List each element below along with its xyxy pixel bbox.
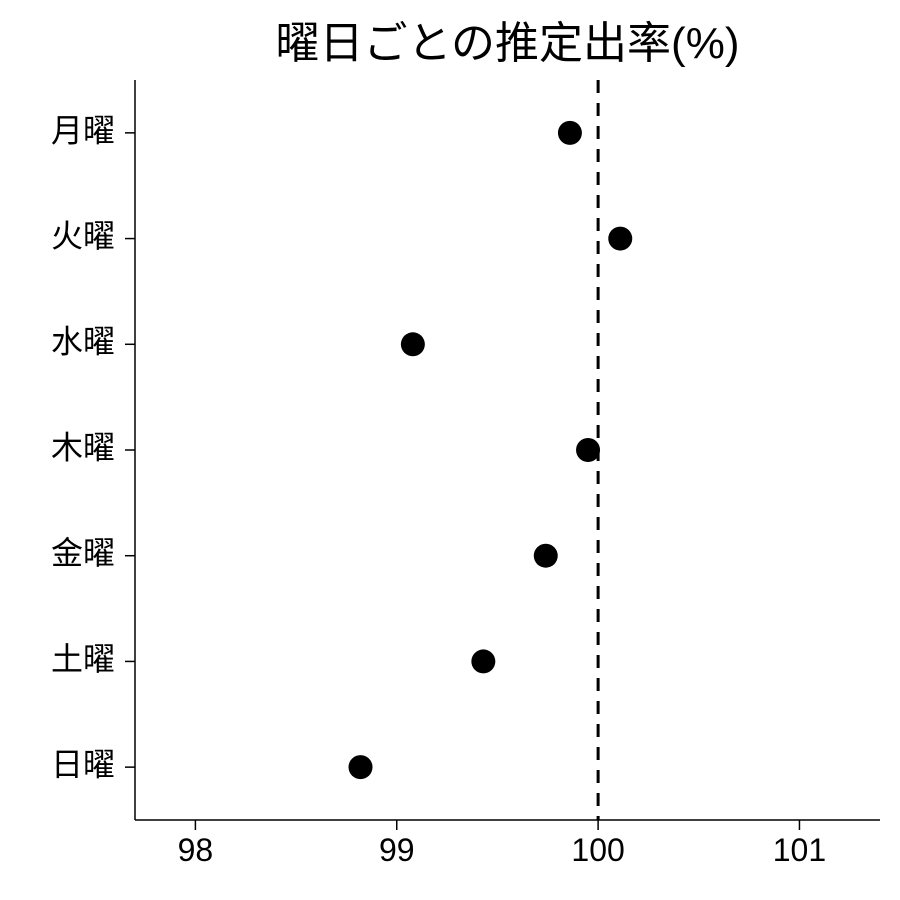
y-axis-tick-label: 火曜 <box>51 218 115 254</box>
data-point <box>534 544 558 568</box>
data-point <box>349 755 373 779</box>
x-axis-tick-label: 100 <box>571 832 624 868</box>
data-point <box>558 121 582 145</box>
y-axis-tick-label: 金曜 <box>51 535 115 571</box>
y-axis-tick-label: 水曜 <box>51 324 115 360</box>
dotplot-chart: 曜日ごとの推定出率(%) 98 99 100 101 月曜火曜水曜木曜金曜土曜日曜 <box>0 0 900 900</box>
data-point <box>471 649 495 673</box>
data-point <box>608 227 632 251</box>
x-axis-tick-label: 98 <box>178 832 214 868</box>
data-point <box>576 438 600 462</box>
y-axis-tick-label: 土曜 <box>51 641 115 677</box>
y-axis-tick-label: 日曜 <box>51 747 115 783</box>
y-axis-tick-label: 月曜 <box>51 112 115 148</box>
data-point <box>401 332 425 356</box>
y-axis-tick-label: 木曜 <box>51 429 115 465</box>
chart-title: 曜日ごとの推定出率(%) <box>276 19 740 68</box>
x-axis-tick-label: 99 <box>379 832 415 868</box>
x-axis-tick-label: 101 <box>773 832 826 868</box>
